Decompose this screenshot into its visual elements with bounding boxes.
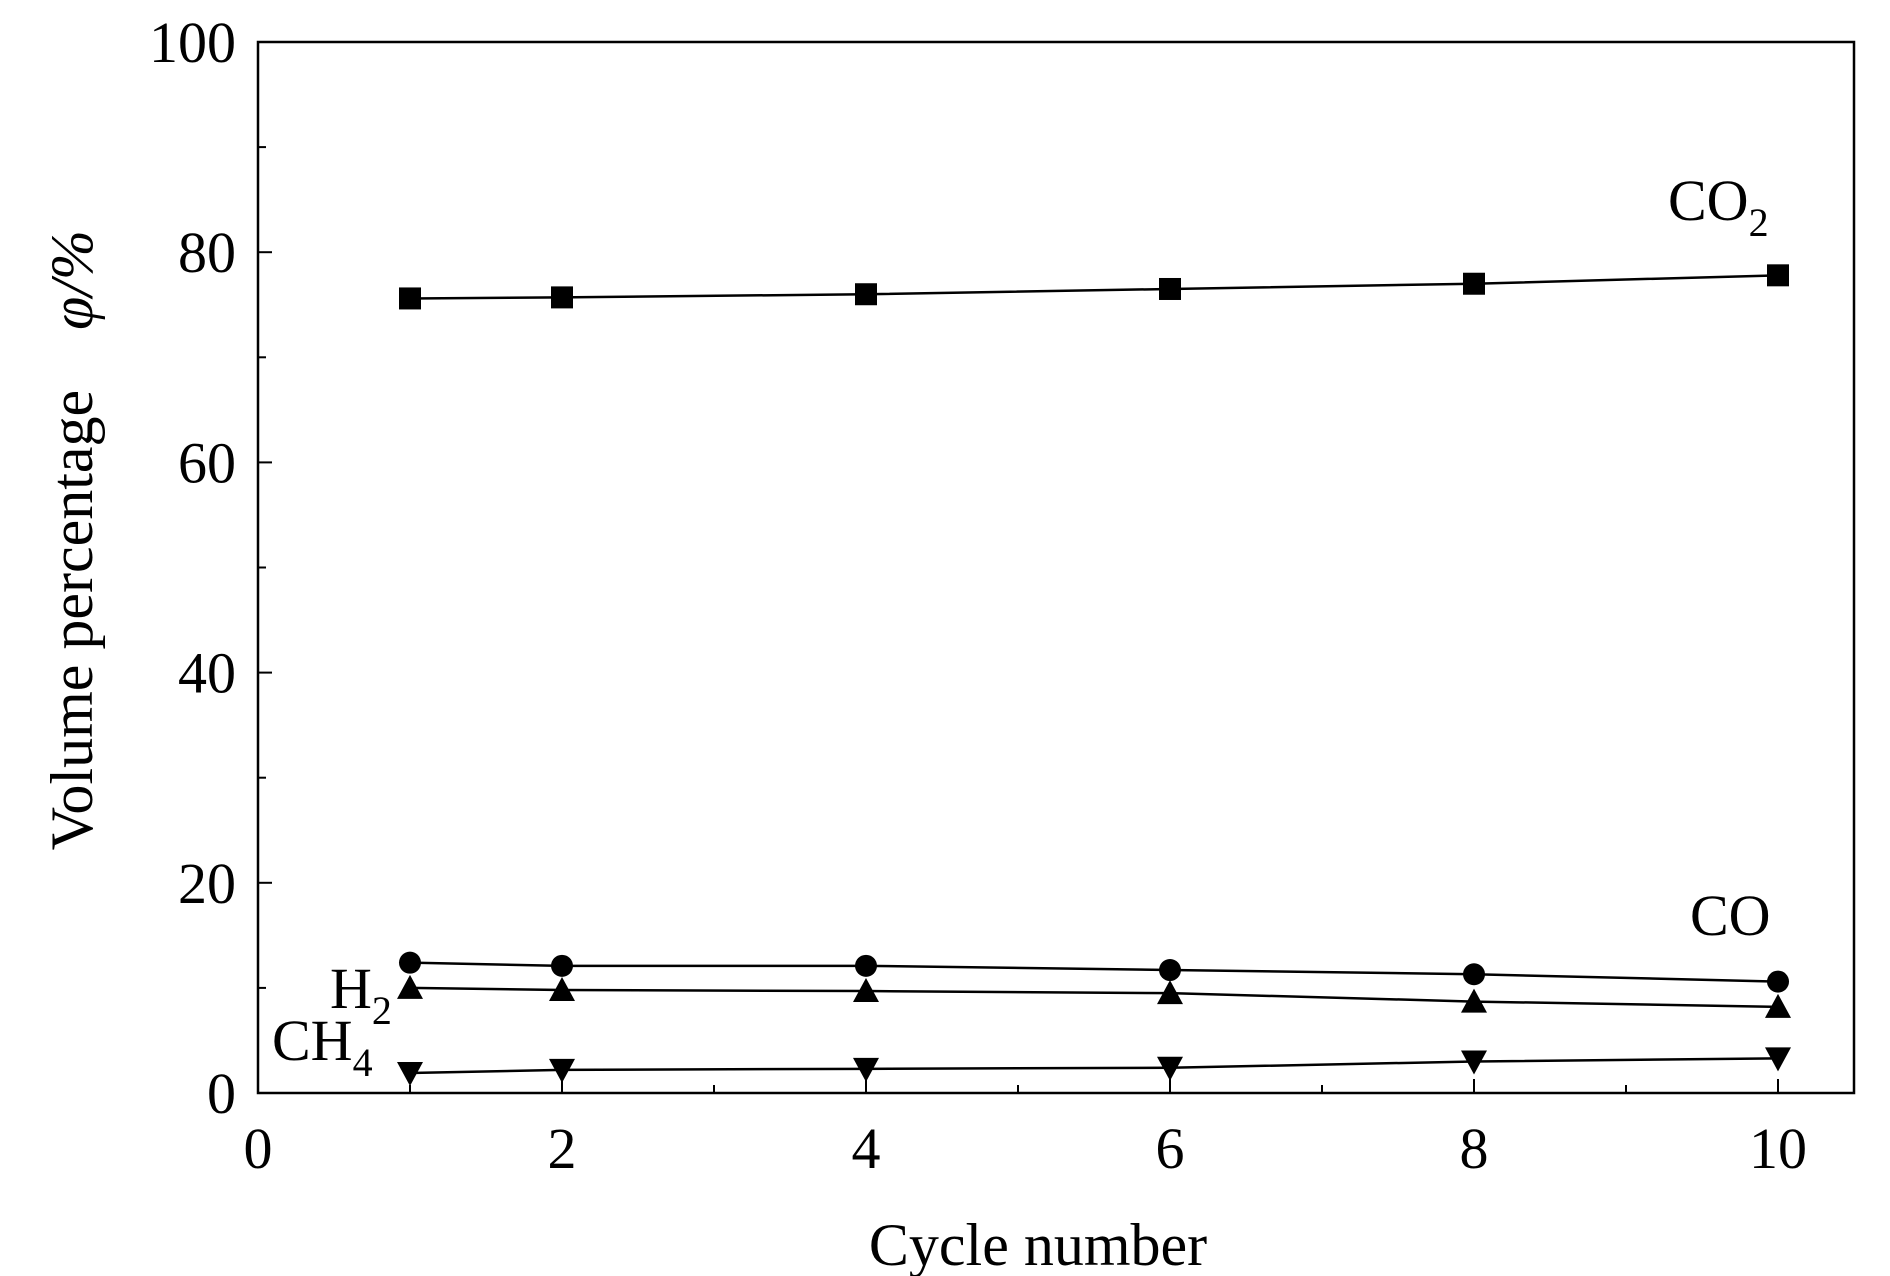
y-tick-label: 80 (178, 220, 236, 285)
series-label-H2: H2 (330, 956, 392, 1033)
x-axis-title: Cycle number (869, 1212, 1207, 1276)
data-point-CO2 (1767, 264, 1789, 287)
data-point-CH4 (1765, 1047, 1791, 1072)
y-tick-label: 20 (178, 851, 236, 916)
data-point-CO (551, 954, 573, 977)
data-point-CO (1463, 963, 1485, 986)
data-point-CO (1159, 959, 1181, 982)
data-point-H2 (397, 974, 423, 999)
data-point-CO2 (551, 286, 573, 309)
data-point-CH4 (549, 1058, 575, 1083)
data-point-CH4 (397, 1062, 423, 1087)
data-point-CH4 (1461, 1050, 1487, 1075)
y-tick-label: 60 (178, 430, 236, 495)
y-tick-label: 40 (178, 641, 236, 706)
series-line-CH4 (409, 1057, 1779, 1075)
data-point-CH4 (1157, 1056, 1183, 1081)
x-tick-label: 8 (1460, 1116, 1489, 1181)
data-point-H2 (1765, 993, 1791, 1018)
data-point-CO2 (399, 287, 421, 310)
labels: Cycle number Volume percentage φ/% (39, 230, 1207, 1276)
data-point-H2 (1157, 980, 1183, 1005)
series-markers (397, 264, 1791, 1087)
data-point-CO2 (855, 283, 877, 306)
x-tick-label: 6 (1156, 1116, 1185, 1181)
data-point-H2 (853, 978, 879, 1003)
series-line-CO (409, 961, 1779, 983)
series-label-CO2: CO2 (1668, 168, 1769, 245)
y-tick-label: 0 (207, 1061, 236, 1126)
data-point-CO2 (1463, 272, 1485, 295)
y-tick-label: 100 (149, 10, 236, 75)
series-line-H2 (409, 986, 1779, 1009)
data-point-H2 (1461, 988, 1487, 1013)
data-point-CH4 (853, 1057, 879, 1082)
data-point-H2 (549, 977, 575, 1002)
x-tick-label: 10 (1749, 1116, 1807, 1181)
x-tick-label: 0 (244, 1116, 273, 1181)
data-point-CO2 (1159, 277, 1181, 300)
series-label-CH4: CH4 (272, 1008, 373, 1085)
plot-frame (256, 40, 1856, 1095)
data-point-CO (855, 954, 877, 977)
y-axis-title: Volume percentage (39, 390, 105, 850)
series-lines (409, 274, 1779, 1075)
series-line-CO2 (409, 274, 1779, 300)
series-label-CO: CO (1690, 883, 1771, 948)
data-point-CO (399, 951, 421, 974)
x-tick-label: 2 (548, 1116, 577, 1181)
x-tick-label: 4 (852, 1116, 881, 1181)
y-axis-symbol: φ/% (39, 230, 105, 330)
data-point-CO (1767, 970, 1789, 993)
